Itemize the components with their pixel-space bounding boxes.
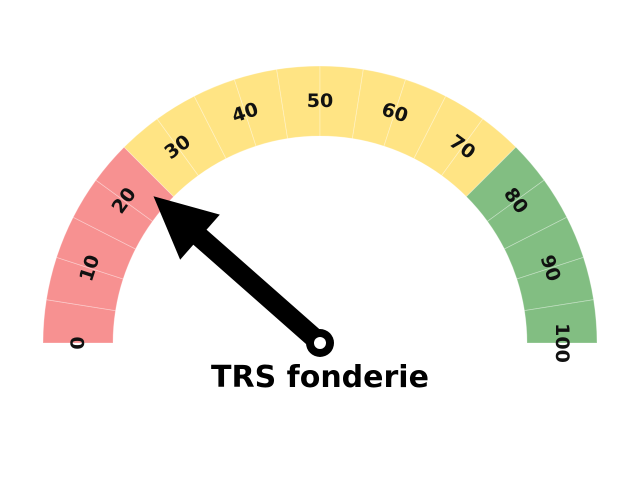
needle-shaft xyxy=(189,227,330,353)
gauge-band-2-segment-80 xyxy=(486,179,568,250)
gauge-band-0-segment-0 xyxy=(42,299,117,344)
tick-label-0: 0 xyxy=(67,336,89,349)
gauge-needle xyxy=(153,196,334,357)
needle-pivot xyxy=(314,337,326,349)
gauge-band-2-segment-75 xyxy=(465,146,545,222)
needle-arrowhead xyxy=(153,196,220,260)
gauge-band-1-segment-60 xyxy=(383,79,447,160)
tick-label-50: 50 xyxy=(307,90,333,112)
gauge-band-0-segment-10 xyxy=(56,216,137,280)
gauge-band-1-segment-30 xyxy=(156,95,227,177)
gauge-band-0-segment-20 xyxy=(95,146,175,222)
gauge-band-1-segment-35 xyxy=(193,79,257,160)
gauge-band-1-segment-25 xyxy=(123,118,199,198)
gauge-title: TRS fonderie xyxy=(211,360,429,395)
gauge-band-1-segment-50 xyxy=(319,65,364,140)
gauge-band-1-segment-40 xyxy=(233,68,289,147)
tick-label-100: 100 xyxy=(551,323,573,363)
gauge-band-2-segment-85 xyxy=(503,216,584,280)
gauge-band-2-segment-90 xyxy=(516,256,595,312)
gauge-bands xyxy=(42,65,598,344)
gauge-band-2-segment-95 xyxy=(523,299,598,344)
gauge-band-1-segment-70 xyxy=(441,118,517,198)
